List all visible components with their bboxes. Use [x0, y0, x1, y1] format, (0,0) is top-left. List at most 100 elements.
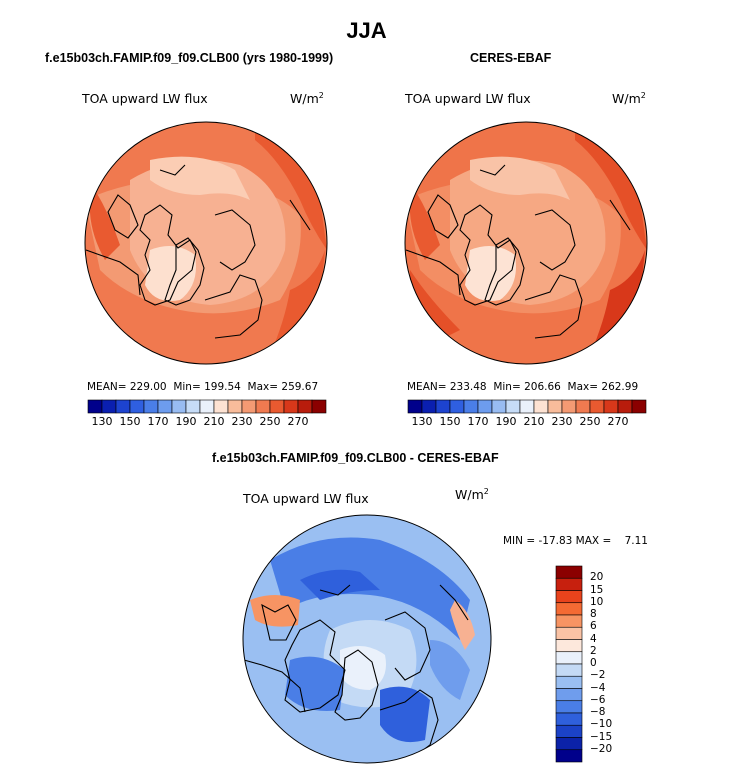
diff-colorbar-box	[555, 614, 583, 628]
model-colorbar-box	[213, 399, 229, 414]
model-colorbar-box	[87, 399, 103, 414]
diff-colorbar-box	[555, 675, 583, 689]
diff-colorbar-tick-label: 10	[590, 595, 604, 608]
diff-minmax: MIN = -17.83 MAX = 7.11	[503, 535, 648, 547]
obs-colorbar	[407, 399, 647, 414]
obs-panel-title: CERES-EBAF	[470, 51, 552, 65]
diff-colorbar-box	[555, 626, 583, 640]
diff-colorbar-tick-label: 8	[590, 608, 597, 620]
diff-colorbar-box	[555, 590, 583, 604]
model-colorbar-box	[311, 399, 327, 414]
obs-colorbar-box	[617, 399, 633, 414]
diff-colorbar-tick-label: −15	[590, 730, 613, 743]
diff-polar-map	[242, 514, 492, 764]
diff-colorbar-box	[555, 577, 583, 591]
diff-colorbar-tick-label: −2	[590, 669, 606, 682]
obs-field-label: TOA upward LW flux	[405, 91, 531, 106]
obs-colorbar-tick-label: 170	[467, 415, 489, 428]
diff-colorbar-box	[555, 639, 583, 653]
diff-colorbar-tick-label: −10	[590, 718, 613, 731]
obs-colorbar-tick-label: 130	[411, 415, 433, 428]
diff-colorbar-tick-label: 0	[590, 657, 597, 669]
model-colorbar-tick-label: 170	[147, 415, 169, 428]
obs-colorbar-tick-label: 150	[439, 415, 461, 428]
model-colorbar-box	[185, 399, 201, 414]
obs-colorbar-tick-label: 190	[495, 415, 517, 428]
obs-stats: MEAN= 233.48 Min= 206.66 Max= 262.99	[407, 381, 639, 393]
diff-colorbar-box	[555, 749, 583, 763]
obs-colorbar-box	[505, 399, 521, 414]
obs-colorbar-tick-label: 270	[607, 415, 629, 428]
model-units: W/m2	[290, 91, 324, 107]
diff-colorbar-tick-label: 2	[590, 644, 597, 657]
obs-colorbar-box	[519, 399, 535, 414]
obs-colorbar-box	[631, 399, 647, 414]
model-colorbar-box	[283, 399, 299, 414]
obs-colorbar-box	[603, 399, 619, 414]
diff-colorbar-box	[555, 651, 583, 665]
diff-colorbar-tick-label: 4	[590, 632, 597, 645]
model-colorbar-box	[157, 399, 173, 414]
obs-colorbar-box	[407, 399, 423, 414]
model-colorbar-box	[241, 399, 257, 414]
diff-colorbar-box	[555, 712, 583, 726]
diff-colorbar-tick-label: −8	[590, 706, 606, 718]
obs-colorbar-box	[561, 399, 577, 414]
diff-colorbar-box	[555, 724, 583, 738]
obs-colorbar-box	[449, 399, 465, 414]
diff-colorbar-box	[555, 700, 583, 714]
obs-units: W/m2	[612, 91, 646, 107]
model-colorbar-tick-label: 190	[175, 415, 197, 428]
obs-colorbar-box	[421, 399, 437, 414]
model-field-label: TOA upward LW flux	[82, 91, 208, 106]
diff-colorbar-tick-label: −20	[590, 742, 613, 755]
model-colorbar-box	[143, 399, 159, 414]
diff-panel-title: f.e15b03ch.FAMIP.f09_f09.CLB00 - CERES-E…	[212, 451, 499, 465]
diff-colorbar-box	[555, 602, 583, 616]
model-colorbar-box	[227, 399, 243, 414]
model-colorbar-tick-label: 250	[259, 415, 281, 428]
diff-units: W/m2	[455, 487, 489, 503]
obs-colorbar-box	[491, 399, 507, 414]
obs-colorbar-tick-label: 230	[551, 415, 573, 428]
model-panel-title: f.e15b03ch.FAMIP.f09_f09.CLB00 (yrs 1980…	[45, 51, 334, 65]
diff-colorbar-tick-label: −4	[590, 681, 606, 694]
diff-colorbar-box	[555, 737, 583, 751]
obs-colorbar-box	[533, 399, 549, 414]
model-colorbar-box	[199, 399, 215, 414]
model-colorbar-tick-label: 210	[203, 415, 225, 428]
model-colorbar-box	[297, 399, 313, 414]
model-colorbar-box	[129, 399, 145, 414]
diff-colorbar	[555, 565, 583, 763]
obs-polar-map	[404, 121, 648, 365]
obs-colorbar-box	[589, 399, 605, 414]
model-colorbar-box	[115, 399, 131, 414]
model-stats: MEAN= 229.00 Min= 199.54 Max= 259.67	[87, 381, 319, 393]
model-colorbar-tick-label: 230	[231, 415, 253, 428]
obs-colorbar-tick-label: 250	[579, 415, 601, 428]
diff-colorbar-box	[555, 663, 583, 677]
diff-colorbar-tick-label: −6	[590, 693, 606, 706]
model-colorbar-tick-label: 270	[287, 415, 309, 428]
obs-colorbar-tick-label: 210	[523, 415, 545, 428]
obs-colorbar-box	[463, 399, 479, 414]
model-polar-map	[84, 121, 328, 365]
model-colorbar-tick-label: 130	[91, 415, 113, 428]
obs-colorbar-box	[547, 399, 563, 414]
diff-colorbar-box	[555, 688, 583, 702]
obs-colorbar-box	[477, 399, 493, 414]
diff-field-label: TOA upward LW flux	[243, 491, 369, 506]
obs-colorbar-box	[575, 399, 591, 414]
diff-colorbar-tick-label: 6	[590, 620, 597, 633]
diff-colorbar-tick-label: 15	[590, 583, 604, 596]
season-title: JJA	[346, 18, 387, 43]
model-colorbar-box	[101, 399, 117, 414]
model-colorbar-tick-label: 150	[119, 415, 141, 428]
model-colorbar-box	[255, 399, 271, 414]
model-colorbar-box	[171, 399, 187, 414]
obs-colorbar-box	[435, 399, 451, 414]
model-colorbar	[87, 399, 327, 414]
model-colorbar-box	[269, 399, 285, 414]
diff-colorbar-tick-label: 20	[590, 571, 604, 584]
